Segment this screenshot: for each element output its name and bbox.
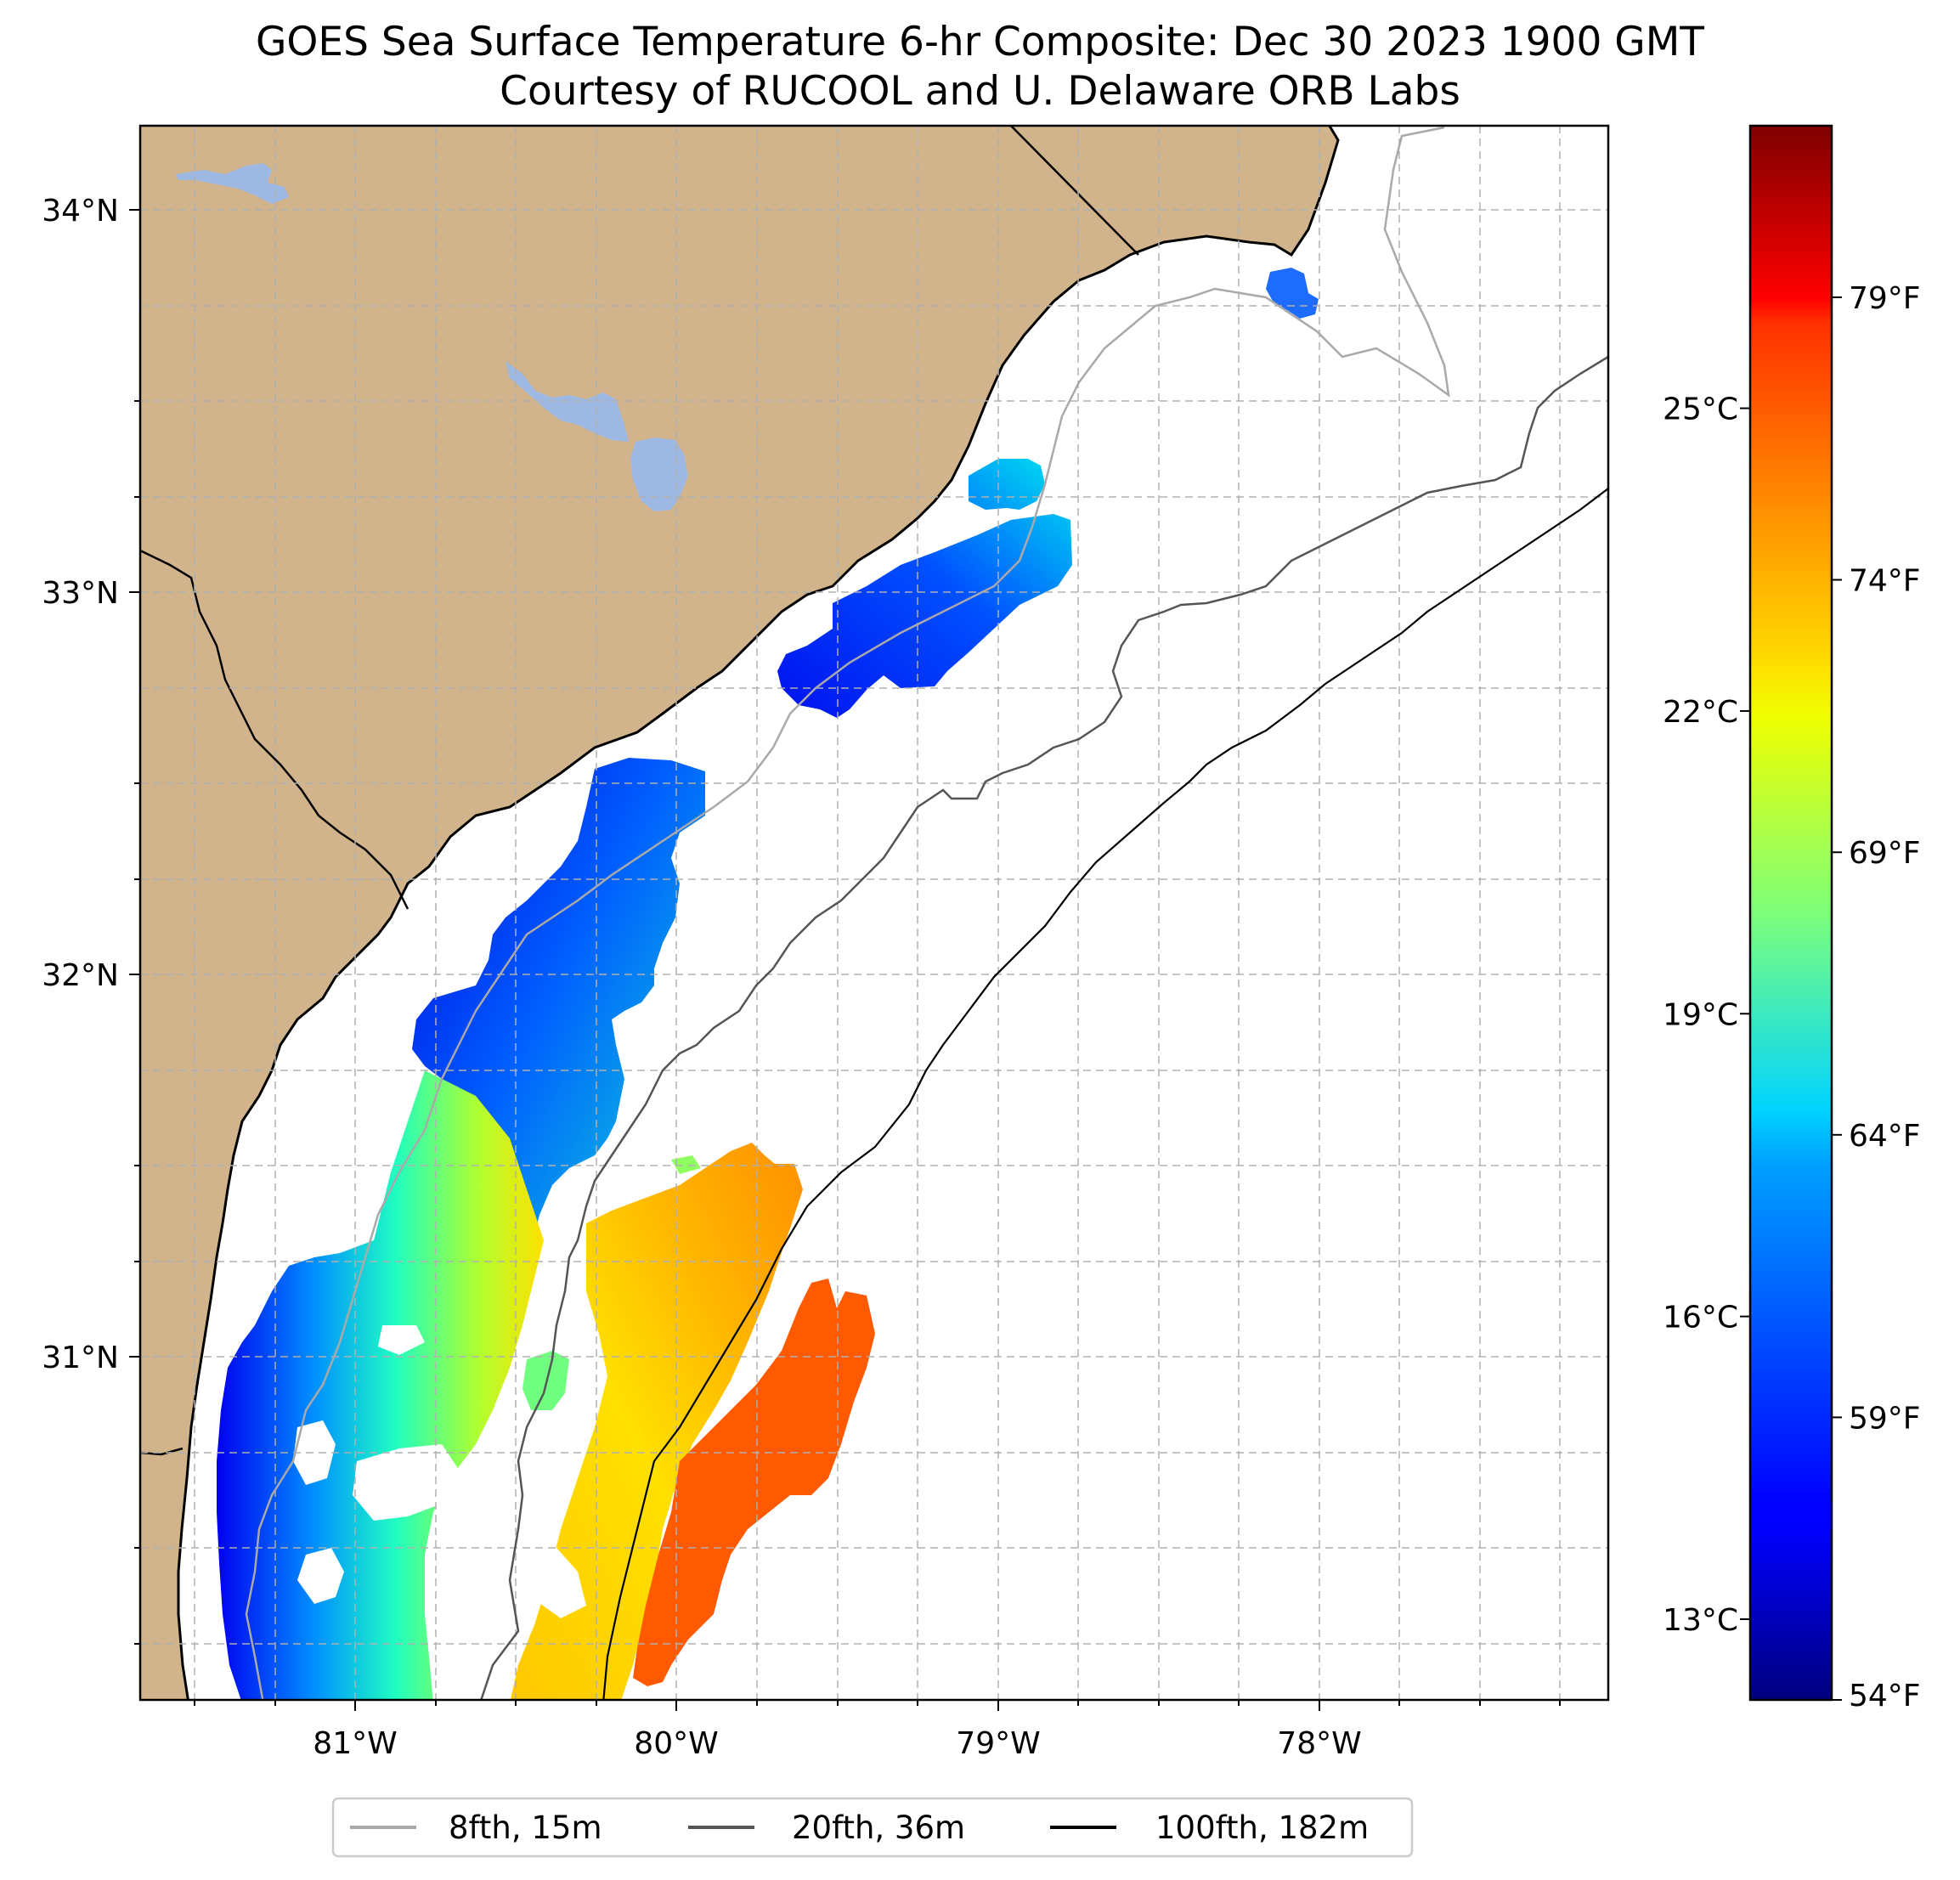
lat-label-31n: 31°N [42, 1341, 119, 1375]
lon-label-78w: 78°W [1277, 1726, 1361, 1761]
sst-patch-south [217, 1070, 544, 1700]
colorbar-fahrenheit-label: 64°F [1849, 1119, 1921, 1154]
lat-ticks [129, 209, 140, 1645]
cloud-hole-2 [353, 1444, 459, 1521]
state-border-nc-sc [1010, 126, 1139, 256]
cloud-hole-3 [297, 1548, 344, 1604]
legend-box [331, 1797, 1414, 1858]
legend-label-100fth: 100fth, 182m [1155, 1809, 1369, 1846]
colorbar-fahrenheit-ticks: 54°F 59°F 64°F 69°F 74°F 79°F [1832, 281, 1921, 1713]
colorbar-fahrenheit-label: 59°F [1849, 1401, 1921, 1436]
isobath-100fth [602, 488, 1608, 1700]
cloud-hole-6 [378, 1325, 425, 1355]
colorbar-celsius-label: 19°C [1663, 997, 1738, 1032]
map-title-line-1: GOES Sea Surface Temperature 6-hr Compos… [256, 19, 1704, 65]
lat-label-34n: 34°N [42, 194, 119, 229]
colorbar-celsius-label: 22°C [1663, 695, 1738, 730]
cloud-hole-1 [293, 1420, 336, 1485]
map-title-line-2: Courtesy of RUCOOL and U. Delaware ORB L… [500, 68, 1460, 115]
colorbar-fahrenheit-label: 74°F [1849, 564, 1921, 599]
colorbar-celsius-label: 16°C [1663, 1301, 1738, 1335]
gridlines [140, 126, 1608, 1700]
isobath-20fth [480, 355, 1608, 1700]
lat-label-32n: 32°N [42, 958, 119, 993]
map-frame [138, 124, 1610, 1702]
isobath-8fth [245, 126, 1450, 1700]
colorbar: 13°C 16°C 19°C 22°C 25°C 54°F 59°F 64°F 69°F 74°… [1663, 124, 1921, 1713]
colorbar-frame [1748, 124, 1833, 1702]
colorbar-celsius-label: 13°C [1663, 1603, 1738, 1638]
cloud-hole-5 [527, 1548, 586, 1618]
colorbar-fahrenheit-label: 54°F [1849, 1679, 1921, 1713]
lon-label-79w: 79°W [956, 1726, 1040, 1761]
legend-label-20fth: 20fth, 36m [792, 1809, 965, 1846]
lon-label-80w: 80°W [634, 1726, 718, 1761]
colorbar-fahrenheit-label: 79°F [1849, 281, 1921, 316]
colorbar-celsius-ticks: 13°C 16°C 19°C 22°C 25°C [1663, 392, 1750, 1638]
lake-marion [176, 163, 289, 204]
isobath-legend: 8fth, 15m 20fth, 36m 100fth, 182m [331, 1797, 1414, 1858]
sst-patch-cape-fear [777, 459, 1072, 718]
legend-label-8fth: 8fth, 15m [449, 1809, 602, 1846]
sst-patch-mid [412, 758, 705, 1308]
colorbar-celsius-label: 25°C [1663, 392, 1738, 427]
lon-label-81w: 81°W [313, 1726, 397, 1761]
lake-strom [630, 438, 688, 511]
sst-patch-warm [510, 1143, 803, 1700]
sst-patch-orange [633, 1279, 875, 1686]
cloud-hole-4 [438, 1629, 510, 1700]
sst-patch-tiny-green [671, 1155, 701, 1174]
lat-label-33n: 33°N [42, 576, 119, 611]
land-mass [140, 126, 1340, 1700]
colorbar-gradient [1750, 126, 1832, 1700]
colorbar-fahrenheit-label: 69°F [1849, 836, 1921, 871]
map-area [140, 126, 1608, 1700]
lon-ticks [194, 1700, 1561, 1711]
